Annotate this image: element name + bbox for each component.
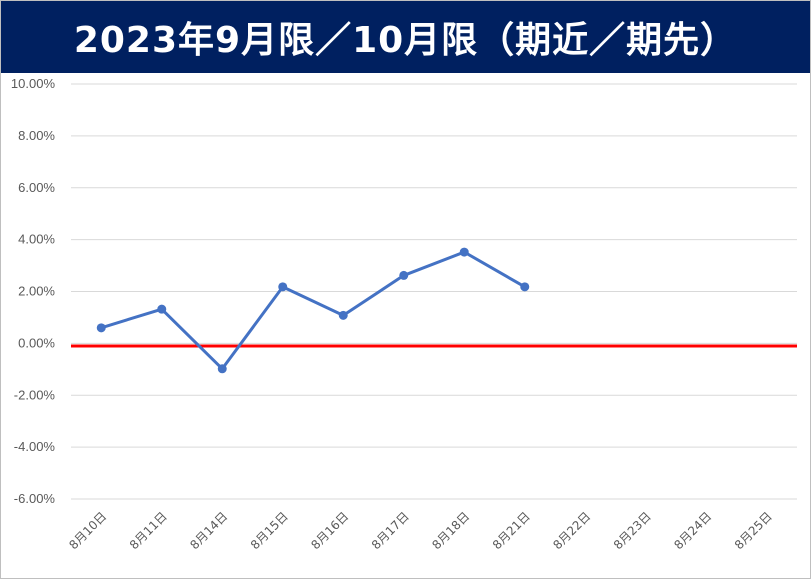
series-line (99, 250, 527, 371)
y-tick-label: -4.00% (14, 439, 56, 454)
data-point (96, 323, 106, 333)
series-line-group (96, 247, 530, 374)
x-tick-label: 8月14日 (187, 509, 230, 552)
x-tick-label: 8月17日 (369, 509, 412, 552)
data-point (217, 364, 227, 374)
x-tick-label: 8月16日 (308, 509, 351, 552)
x-tick-label: 8月10日 (66, 509, 109, 552)
data-point (157, 304, 167, 314)
x-tick-label: 8月25日 (732, 509, 775, 552)
x-tick-label: 8月24日 (671, 509, 714, 552)
x-tick-label: 8月22日 (550, 509, 593, 552)
y-tick-label: 6.00% (18, 180, 55, 195)
data-point (459, 247, 469, 257)
x-tick-label: 8月11日 (127, 509, 170, 552)
data-point (338, 310, 348, 320)
y-tick-label: 0.00% (18, 335, 55, 350)
data-point (399, 270, 409, 280)
y-tick-label: -6.00% (14, 491, 56, 506)
x-tick-label: 8月15日 (248, 509, 291, 552)
chart-title: 2023年9月限／10月限（期近／期先） (73, 20, 738, 61)
data-point (520, 282, 530, 292)
y-tick-label: 4.00% (18, 232, 55, 247)
y-tick-label: 10.00% (11, 76, 56, 91)
y-tick-label: 8.00% (18, 128, 55, 143)
x-tick-label: 8月18日 (429, 509, 472, 552)
y-tick-label: -2.00% (14, 387, 56, 402)
x-tick-labels: 8月10日 8月11日 8月14日 8月15日 8月16日 8月17日 8月18日 8月21日… (66, 509, 775, 552)
title-bar: 2023年9月限／10月限（期近／期先） (1, 1, 810, 73)
data-point (278, 282, 288, 292)
x-tick-label: 8月21日 (490, 509, 533, 552)
x-tick-label: 8月23日 (611, 509, 654, 552)
gridlines (71, 83, 797, 500)
y-tick-label: 2.00% (18, 284, 55, 299)
y-tick-labels: 10.00% 8.00% 6.00% 4.00% 2.00% 0.00% -2.00% -4.… (11, 76, 56, 506)
